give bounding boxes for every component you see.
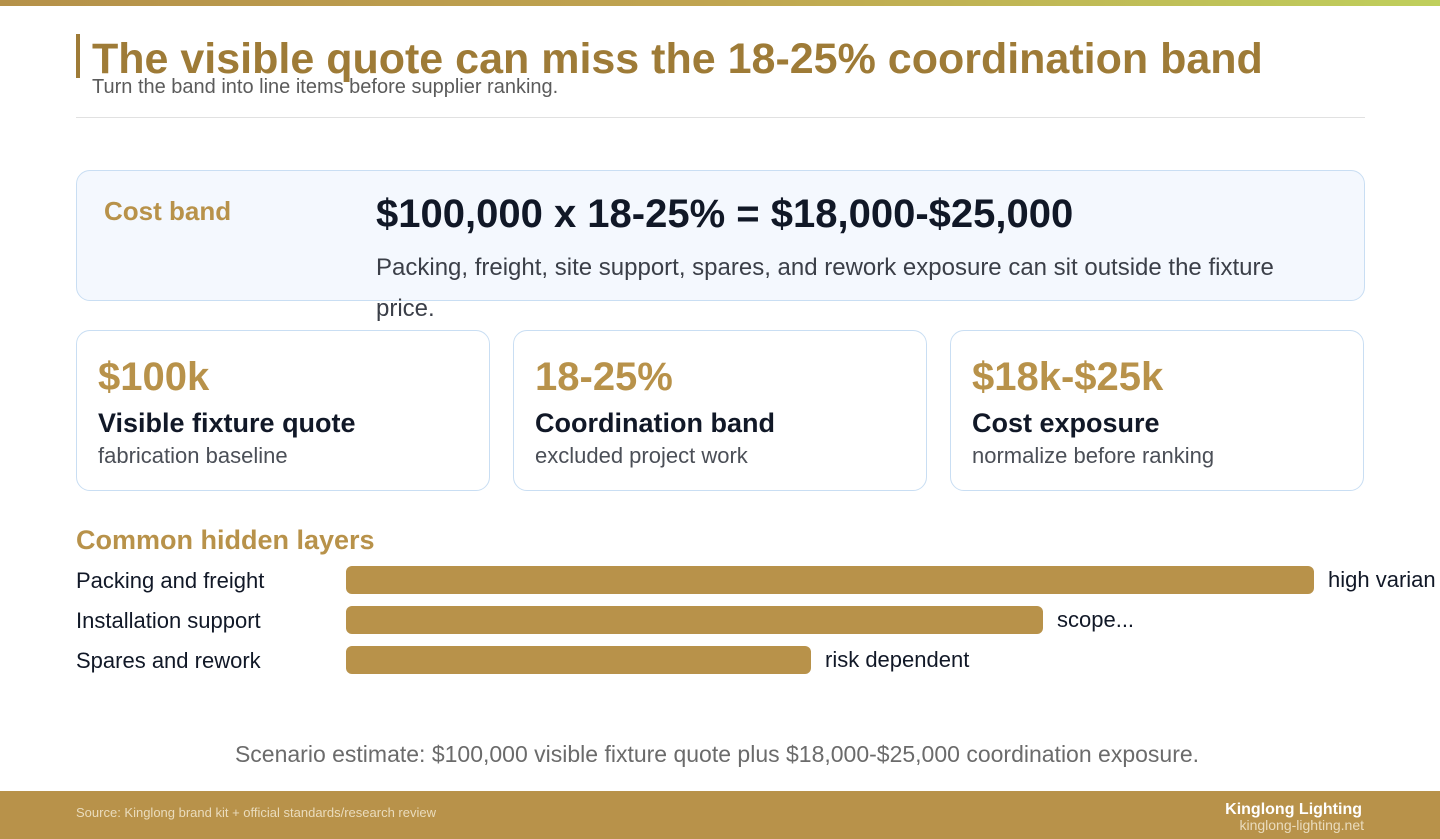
layer-label: Spares and rework — [76, 648, 261, 673]
footer-bar: Source: Kinglong brand kit + official st… — [0, 791, 1440, 839]
cost-band-label: Cost band — [104, 196, 232, 226]
layer-note: risk dependent — [825, 647, 970, 672]
layer-row-packing-freight: Packing and freight high varian — [0, 566, 1440, 596]
layer-note: high varian — [1328, 567, 1436, 592]
cost-band-formula: $100,000 x 18-25% = $18,000-$25,000 — [376, 192, 1074, 236]
stat-description: normalize before ranking — [972, 443, 1215, 468]
layer-row-spares-rework: Spares and rework risk dependent — [0, 646, 1440, 676]
layer-label: Installation support — [76, 608, 261, 633]
page-title: The visible quote can miss the 18-25% co… — [92, 35, 1263, 83]
layer-bar — [346, 606, 1043, 634]
cost-band-note: Packing, freight, site support, spares, … — [376, 254, 1274, 322]
stat-card-coordination-band: 18-25% Coordination band excluded projec… — [513, 330, 927, 491]
footer-brand: Kinglong Lighting — [1225, 801, 1362, 818]
stat-card-cost-exposure: $18k-$25k Cost exposure normalize before… — [950, 330, 1364, 491]
layer-note: scope... — [1057, 607, 1135, 632]
stat-value: $18k-$25k — [972, 355, 1164, 399]
stat-title: Coordination band — [535, 408, 775, 438]
stat-description: excluded project work — [535, 443, 748, 468]
cost-band-card — [76, 170, 1365, 301]
layer-bar — [346, 646, 811, 674]
footer-url: kinglong-lighting.net — [1239, 817, 1364, 833]
stat-value: $100k — [98, 355, 210, 399]
scenario-estimate-note: Scenario estimate: $100,000 visible fixt… — [234, 741, 1200, 767]
layer-label: Packing and freight — [76, 568, 265, 593]
stat-description: fabrication baseline — [98, 443, 288, 468]
layer-bar — [346, 566, 1314, 594]
title-accent-bar — [76, 34, 80, 78]
page-subtitle: Turn the band into line items before sup… — [92, 76, 559, 98]
hidden-layers-heading: Common hidden layers — [76, 525, 375, 555]
stat-title: Visible fixture quote — [98, 408, 356, 438]
layer-row-installation-support: Installation support scope... — [0, 606, 1440, 636]
stat-title: Cost exposure — [972, 408, 1160, 438]
stat-value: 18-25% — [535, 355, 673, 399]
stat-card-fixture-quote: $100k Visible fixture quote fabrication … — [76, 330, 490, 491]
header-divider — [76, 117, 1365, 118]
footer-source: Source: Kinglong brand kit + official st… — [76, 805, 436, 820]
top-accent-stripe — [0, 0, 1440, 6]
